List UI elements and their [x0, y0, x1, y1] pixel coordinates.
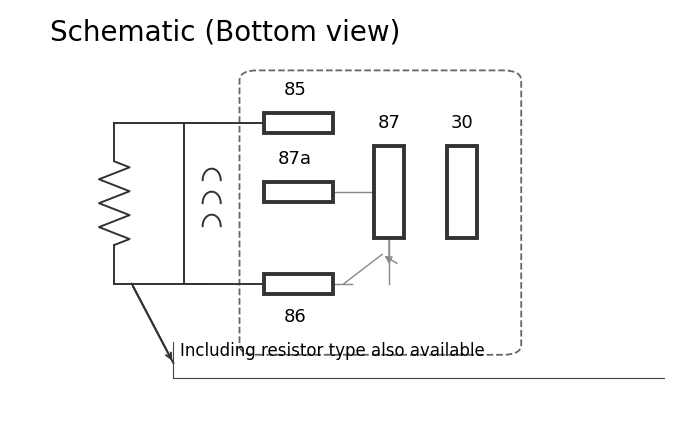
Bar — [264, 113, 333, 133]
Bar — [264, 181, 333, 202]
Text: 87: 87 — [377, 114, 400, 132]
Bar — [374, 146, 404, 238]
Text: 87a: 87a — [278, 149, 312, 168]
Text: Schematic (Bottom view): Schematic (Bottom view) — [50, 18, 401, 46]
Text: Including resistor type also available: Including resistor type also available — [181, 341, 485, 360]
Text: 30: 30 — [451, 114, 473, 132]
Text: 85: 85 — [284, 81, 307, 99]
Text: 86: 86 — [284, 308, 307, 326]
Bar — [447, 146, 477, 238]
Bar — [264, 274, 333, 294]
